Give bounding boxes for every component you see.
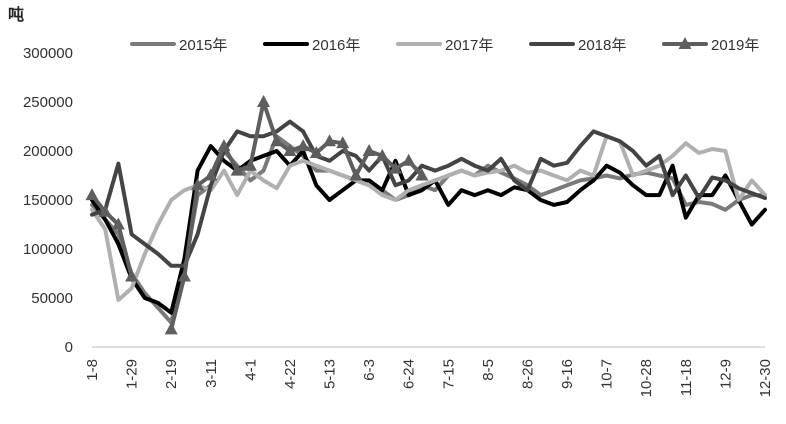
- x-tick-label: 1-29: [124, 359, 141, 389]
- series-5: [85, 95, 429, 335]
- x-tick-label: 6-3: [361, 359, 378, 381]
- data-point-marker: [230, 163, 244, 176]
- y-axis: 0 50000 100000 150000 200000 250000 300000: [23, 45, 73, 356]
- data-point-marker: [177, 269, 191, 282]
- x-tick-label: 9-16: [559, 359, 576, 389]
- data-point-marker: [283, 144, 297, 156]
- x-tick-label: 5-13: [322, 359, 339, 389]
- data-point-marker: [243, 158, 257, 171]
- x-tick-label: 11-18: [678, 359, 695, 396]
- data-point-marker: [111, 217, 125, 230]
- y-tick-label: 200000: [23, 143, 73, 160]
- legend-label: 2016年: [312, 37, 360, 54]
- data-point-marker: [98, 204, 112, 217]
- x-tick-label: 8-5: [480, 359, 497, 381]
- y-tick-label: 50000: [31, 290, 73, 307]
- data-point-marker: [336, 136, 350, 149]
- data-point-marker: [164, 322, 178, 335]
- y-tick-label: 0: [65, 339, 73, 356]
- legend-item: 2015年: [130, 37, 227, 54]
- data-point-marker: [402, 153, 416, 166]
- x-tick-label: 2-19: [163, 359, 180, 389]
- legend-label: 2019年: [711, 37, 759, 54]
- data-point-marker: [362, 144, 376, 156]
- x-tick-label: 1-8: [84, 359, 101, 381]
- data-point-marker: [85, 188, 99, 201]
- series-lines: [85, 95, 767, 335]
- data-point-marker: [296, 139, 310, 152]
- series-line: [90, 144, 767, 315]
- data-point-marker: [375, 148, 389, 161]
- x-tick-label: 10-7: [599, 359, 616, 389]
- series-line: [90, 134, 767, 302]
- data-point-marker: [125, 269, 139, 282]
- legend-label: 2018年: [578, 37, 626, 54]
- data-point-marker: [257, 95, 271, 107]
- data-point-marker: [270, 134, 284, 147]
- legend-item: 2016年: [263, 37, 360, 54]
- y-tick-label: 100000: [23, 241, 73, 258]
- x-tick-label: 4-22: [282, 359, 299, 389]
- x-tick-label: 6-24: [401, 359, 418, 389]
- series-4: [90, 119, 767, 268]
- x-tick-label: 12-30: [757, 359, 774, 397]
- x-tick-label: 10-28: [638, 359, 655, 397]
- x-tick-label: 3-11: [203, 359, 220, 388]
- y-tick-label: 150000: [23, 192, 73, 209]
- x-tick-label: 7-15: [440, 359, 457, 389]
- x-tick-label: 12-9: [717, 359, 734, 389]
- y-tick-label: 250000: [23, 94, 73, 111]
- legend-label: 2015年: [179, 37, 227, 54]
- legend-label: 2017年: [445, 37, 493, 54]
- y-tick-label: 300000: [23, 45, 73, 62]
- y-unit-label: 吨: [8, 5, 24, 24]
- legend-item: 2019年: [662, 37, 759, 54]
- data-point-marker: [217, 139, 231, 152]
- data-point-marker: [415, 168, 429, 181]
- data-point-marker: [191, 178, 205, 191]
- x-axis: 1-8 1-29 2-19 3-11 4-1 4-22 5-13 6-3 6-24 7-15 8-5…: [84, 359, 774, 397]
- series-2: [90, 144, 767, 315]
- data-point-marker: [204, 168, 218, 181]
- series-3: [90, 134, 767, 302]
- x-tick-label: 8-26: [519, 359, 536, 389]
- legend-item: 2018年: [529, 37, 626, 54]
- data-point-marker: [389, 161, 403, 174]
- x-tick-label: 4-1: [242, 359, 259, 381]
- legend: 2015年 2016年 2017年 2018年 2019年: [130, 37, 759, 54]
- legend-item: 2017年: [396, 37, 493, 54]
- data-point-marker: [323, 134, 337, 147]
- legend-marker-icon: [678, 37, 692, 49]
- series-line: [90, 119, 767, 268]
- data-point-marker: [349, 168, 363, 181]
- data-point-marker: [309, 145, 323, 158]
